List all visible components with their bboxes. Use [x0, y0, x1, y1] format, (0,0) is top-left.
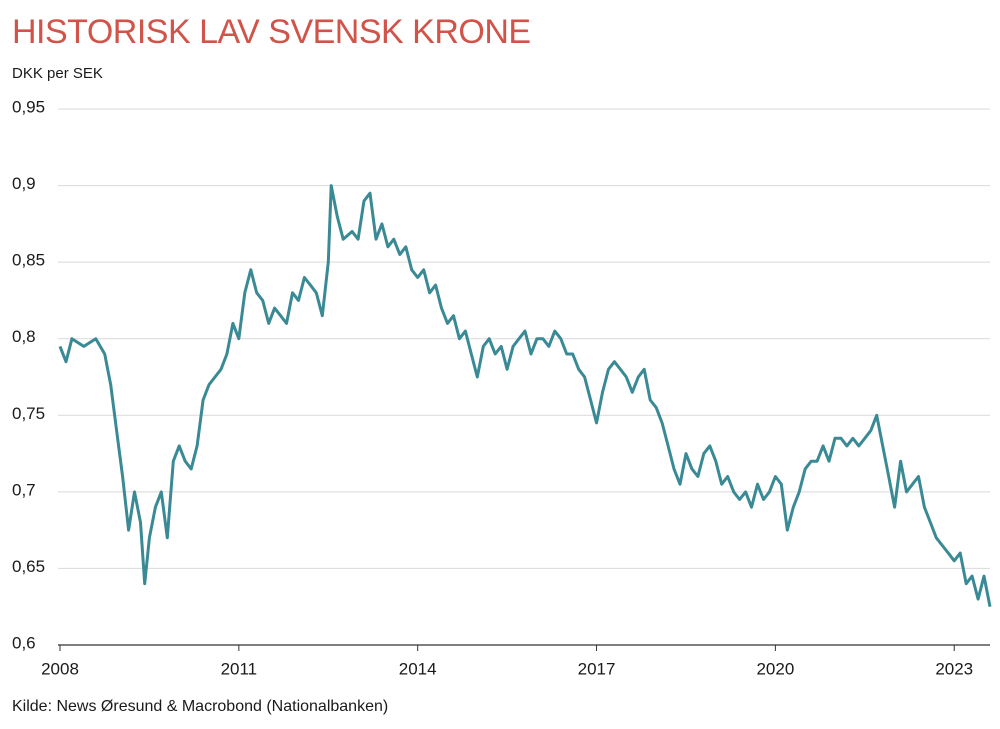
y-tick-label: 0,75	[12, 404, 45, 423]
y-tick-label: 0,6	[12, 633, 36, 652]
y-axis-label: DKK per SEK	[12, 65, 103, 82]
y-tick-label: 0,8	[12, 327, 36, 346]
x-tick-label: 2011	[221, 659, 258, 678]
data-line	[58, 184, 992, 607]
x-tick-label: 2014	[399, 659, 437, 678]
y-tick-label: 0,95	[12, 97, 45, 116]
y-tick-label: 0,85	[12, 251, 45, 270]
y-tick-label: 0,7	[12, 480, 36, 499]
y-tick-label: 0,65	[12, 557, 45, 576]
y-tick-label: 0,9	[12, 174, 36, 193]
x-tick-label: 2017	[578, 659, 616, 678]
x-tick-label: 2020	[756, 659, 794, 678]
chart-title: HISTORISK LAV SVENSK KRONE	[12, 13, 531, 51]
x-tick-label: 2023	[935, 659, 973, 678]
x-tick-label: 2008	[41, 659, 79, 678]
source: Kilde: News Øresund & Macrobond (Nationa…	[12, 698, 388, 715]
